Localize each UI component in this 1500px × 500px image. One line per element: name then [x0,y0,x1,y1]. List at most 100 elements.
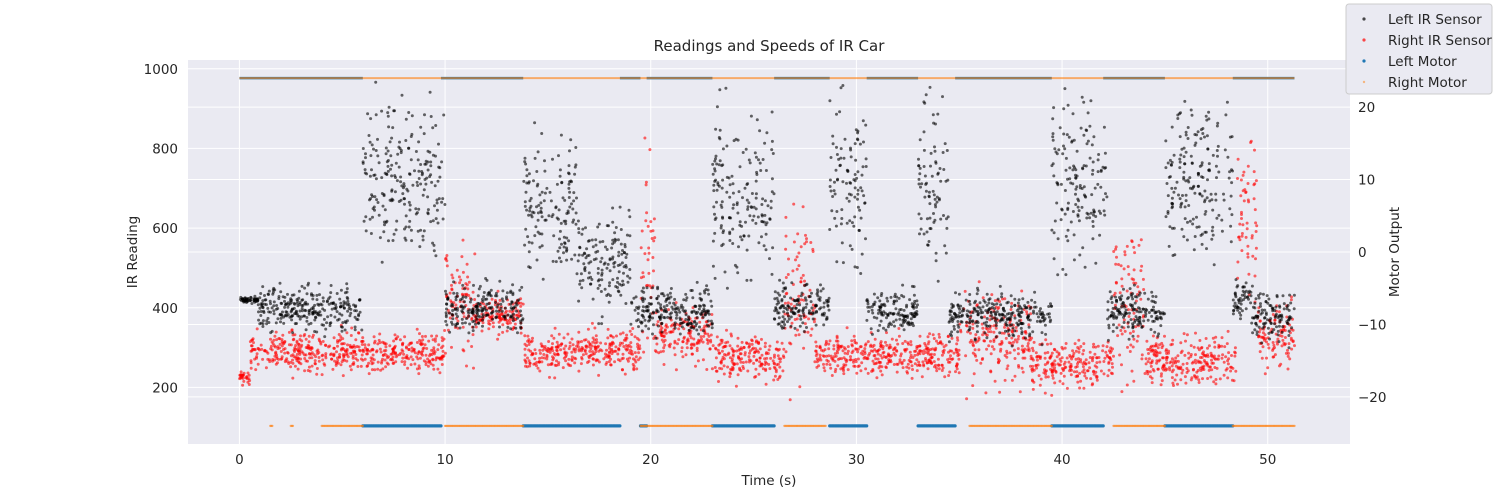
data-point [551,355,554,359]
data-point [366,349,370,353]
data-point [981,296,985,300]
data-point [435,208,439,212]
data-point [577,227,581,231]
data-point [625,348,629,352]
data-point [788,341,792,345]
data-point [466,287,470,291]
data-point [867,310,871,313]
data-point [787,314,790,318]
data-point [1159,383,1163,387]
data-point [361,147,365,150]
data-point [1156,367,1160,371]
data-point [694,364,697,368]
data-point [1169,360,1173,364]
data-point [1044,332,1048,336]
data-point [1233,354,1237,358]
data-point [545,186,549,190]
data-point [291,333,295,337]
data-point [1207,368,1211,372]
data-point [1250,236,1254,240]
data-point [937,332,941,336]
data-point [1210,361,1214,365]
data-point [1148,348,1152,351]
data-point [739,360,743,364]
data-point [1238,238,1242,242]
data-point [1092,342,1096,346]
data-point [987,301,991,305]
data-point [753,151,757,155]
data-point [975,330,979,334]
data-point [574,347,578,351]
data-point [1151,368,1155,371]
data-point [1226,376,1230,380]
data-point [876,349,880,352]
data-point [271,290,275,294]
data-point [611,242,615,246]
data-point [714,356,718,360]
data-point [363,346,367,350]
data-point [381,367,385,371]
data-point [352,303,356,307]
data-point [270,340,274,344]
data-point [387,239,390,243]
data-point [1031,358,1035,362]
data-point [416,158,420,162]
data-point [417,140,421,144]
data-point [1240,213,1243,216]
data-point [498,279,502,283]
data-point [331,302,335,305]
data-point [622,251,626,255]
data-point [348,304,352,308]
data-point [1101,349,1105,353]
data-point [512,312,515,316]
data-point [473,319,476,323]
data-point [934,346,938,350]
data-point [1114,247,1118,251]
data-point [474,325,478,329]
data-point [1261,345,1265,349]
data-point [476,314,480,318]
data-point [283,299,286,303]
data-point [380,260,384,264]
data-point [1161,356,1165,360]
data-point [621,356,625,360]
data-point [1148,370,1152,374]
data-point [934,160,938,164]
data-point [810,327,814,331]
data-point [459,278,463,282]
data-point [979,315,983,319]
data-point [431,363,435,367]
data-point [392,339,396,343]
data-point [353,328,357,332]
data-point [836,177,840,181]
data-point [289,343,293,347]
data-point [646,308,650,312]
data-point [738,223,742,227]
data-point [736,373,740,377]
data-point [295,309,298,313]
data-point [907,366,911,370]
data-point [587,340,590,344]
data-point [296,299,300,303]
data-point [698,292,702,296]
data-point [950,330,954,334]
data-point [746,369,750,373]
data-point [763,213,767,217]
data-point [895,299,899,303]
data-point [648,148,652,152]
data-point [1114,245,1118,249]
data-point [605,361,609,364]
data-point [1079,345,1083,348]
data-point [1151,334,1155,338]
data-point [781,289,785,293]
data-point [1043,356,1047,360]
data-point [568,149,571,153]
data-point [426,160,430,164]
data-point [1185,367,1189,370]
data-point [335,292,339,295]
data-point [281,310,284,314]
data-point [996,307,1000,311]
data-point [1282,341,1286,345]
data-point [859,216,863,220]
data-point [713,159,717,163]
